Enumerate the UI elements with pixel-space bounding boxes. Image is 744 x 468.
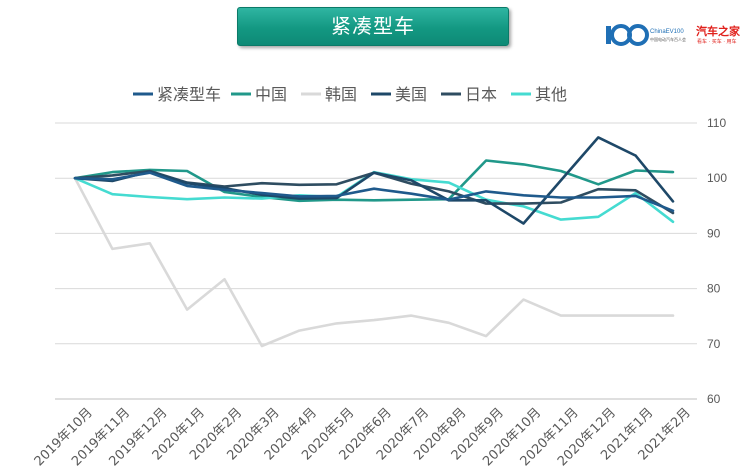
y-tick-label: 110: [707, 116, 726, 130]
legend-label-6: 其他: [535, 85, 567, 104]
chart-title-banner: 紧凑型车: [237, 7, 509, 46]
legend-label-3: 韩国: [325, 85, 357, 104]
y-tick-label: 60: [707, 392, 721, 406]
logo-brand-text: 汽车之家: [696, 24, 741, 38]
series-line-4: [73, 136, 675, 225]
logo-graphic: ChinaEV100 中国电动汽车百人会 汽车之家 看车 · 买车 · 用车: [606, 24, 741, 46]
chart-title: 紧凑型车: [331, 14, 415, 38]
chart-legend: 紧凑型车 中国 韩国 美国 日本 其他: [133, 85, 567, 104]
y-tick-label: 70: [707, 337, 721, 351]
brand-logo: ChinaEV100 中国电动汽车百人会 汽车之家 看车 · 买车 · 用车: [604, 20, 744, 50]
y-tick-label: 100: [707, 171, 727, 185]
series-line-1: [73, 171, 675, 213]
logo-ev100-subtext: 中国电动汽车百人会: [650, 36, 686, 42]
legend-label-2: 中国: [255, 85, 287, 104]
y-tick-label: 90: [707, 226, 721, 240]
legend-label-5: 日本: [465, 85, 497, 104]
logo-100-mark: [606, 24, 649, 46]
legend-label-1: 紧凑型车: [157, 85, 221, 104]
logo-brand-subtext: 看车 · 买车 · 用车: [697, 38, 737, 45]
series-line-3: [73, 176, 675, 348]
legend-label-4: 美国: [395, 85, 427, 104]
logo-ev100-text: ChinaEV100: [650, 29, 684, 35]
y-tick-label: 80: [707, 282, 721, 296]
series-line-2: [73, 159, 675, 203]
